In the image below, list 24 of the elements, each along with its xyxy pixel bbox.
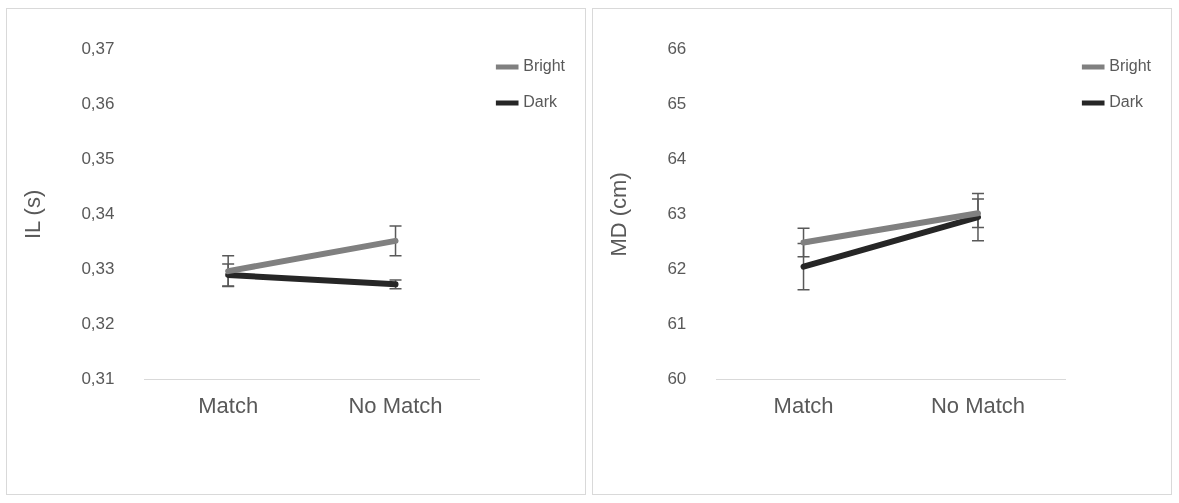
x-tick-label: Match xyxy=(198,392,259,418)
y-tick-label: 0,37 xyxy=(81,38,115,58)
y-tick-label: 64 xyxy=(667,149,687,169)
y-tick-label: 63 xyxy=(667,204,687,224)
x-tick-label: No Match xyxy=(348,392,443,418)
y-tick-label: 65 xyxy=(667,93,687,113)
y-tick-label: 0,34 xyxy=(81,204,115,224)
y-tick-label: 0,32 xyxy=(81,314,115,334)
y-tick-label: 62 xyxy=(667,259,687,279)
y-tick-label: 0,33 xyxy=(81,259,115,279)
y-axis-title: IL (s) xyxy=(20,189,46,240)
legend-label: Bright xyxy=(1109,57,1152,75)
x-tick-label: Match xyxy=(773,392,834,418)
y-tick-label: 0,36 xyxy=(81,93,115,113)
y-tick-label: 60 xyxy=(667,369,687,389)
y-tick-label: 66 xyxy=(667,38,687,58)
legend-label: Dark xyxy=(523,93,558,111)
legend-label: Dark xyxy=(1109,93,1144,111)
y-tick-label: 0,35 xyxy=(81,149,115,169)
x-tick-label: No Match xyxy=(930,392,1026,418)
legend-label: Bright xyxy=(523,57,566,75)
y-axis-title: MD (cm) xyxy=(606,172,632,257)
y-tick-label: 61 xyxy=(667,314,687,334)
y-tick-label: 0,31 xyxy=(81,369,115,389)
